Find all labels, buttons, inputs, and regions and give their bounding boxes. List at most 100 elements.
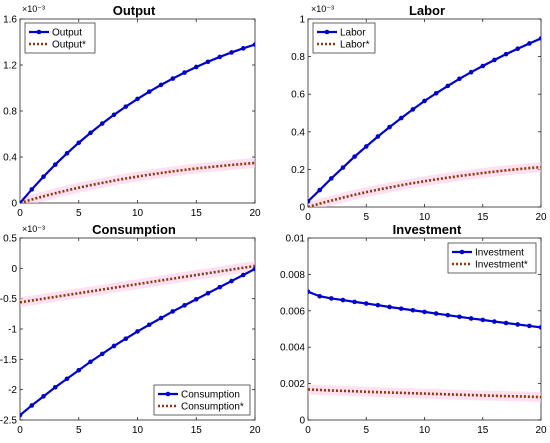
y-tick-label: 0.004 [280,343,305,354]
data-point [329,176,334,181]
exponent-label: ×10⁻³ [22,224,45,234]
y-tick-label: -2 [8,385,17,396]
y-tick-label: 0 [11,264,17,275]
data-point [527,41,532,46]
legend-entry: Labor* [340,40,370,51]
y-tick-label: 0.008 [280,270,305,281]
data-point [76,140,82,146]
chart-labor: Labor ×10⁻³ 0 5 10 15 2000.20.40.60.81LaborL… [291,3,547,223]
data-point [158,82,164,88]
data-point [29,187,35,192]
data-point [240,272,246,278]
data-point [158,315,164,321]
y-tick-label: 0.4 [291,127,305,138]
series-line-star [308,165,541,207]
x-tick-label: 15 [191,208,203,219]
data-point [135,96,140,102]
data-point [480,317,486,323]
legend-marker [324,29,330,35]
data-point [20,412,23,418]
legend-entry: Output* [52,40,86,51]
y-tick-label: 0.4 [3,153,17,164]
x-tick-label: 10 [132,208,144,219]
data-point [217,54,223,60]
data-point [170,309,176,314]
data-point [123,104,129,109]
data-point [240,46,246,51]
y-tick-label: 1 [299,15,305,26]
data-point [193,64,199,70]
data-point [217,284,223,290]
y-tick-label: 0.5 [3,234,17,245]
data-point [317,187,322,193]
confidence-band [20,157,255,203]
data-point [29,403,35,408]
chart-title: Investment [393,222,462,237]
legend-entry: Consumption [181,390,240,401]
data-point [99,121,105,126]
data-point [375,134,381,139]
y-tick-label: 1.2 [3,61,17,72]
chart-output: Output ×10⁻³ 0 5 10 15 20 0 0.4 0.8 1.2 1.6 Output… [3,3,261,219]
x-tick-label: 10 [419,425,431,436]
chart-title: Output [113,3,156,18]
data-point [88,130,93,136]
legend-box [447,242,537,274]
data-point [205,59,211,65]
data-point [308,289,311,294]
data-point [503,51,509,57]
data-point [515,46,520,52]
legend-box [24,22,96,54]
data-point [52,384,58,390]
data-point [252,266,255,272]
y-tick-label: 0.6 [291,90,305,101]
y-tick-label: 0 [299,203,305,214]
legend-box [153,384,251,416]
data-point [41,174,46,179]
chart-title: Consumption [92,222,176,237]
data-point [20,200,23,203]
y-tick-label: 0 [11,199,17,210]
x-tick-label: 15 [477,425,489,436]
x-tick-label: 0 [305,212,311,223]
data-point [123,336,129,342]
data-point [146,89,152,94]
data-point [308,199,311,204]
data-point [64,376,70,382]
exponent-label: ×10⁻³ [311,4,334,14]
x-tick-label: 0 [17,208,23,219]
x-tick-label: 20 [535,425,547,436]
x-tick-label: 5 [76,425,82,436]
x-tick-label: 15 [191,425,203,436]
data-point [88,359,93,365]
x-tick-label: 15 [477,212,489,223]
data-point [340,297,346,303]
legend-entry: Investment* [475,260,528,271]
chart-title: Labor [409,3,445,18]
y-tick-label: -1 [8,325,17,336]
x-tick-label: 20 [535,212,547,223]
x-tick-label: 0 [305,425,311,436]
data-point [135,329,140,334]
confidence-band [20,260,255,308]
data-point [76,367,82,373]
y-tick-label: 0.8 [3,107,17,118]
y-tick-label: -1.5 [0,355,17,366]
legend-marker [459,249,465,255]
data-point [468,316,474,321]
chart-consumption: Consumption ×10⁻³ 0 5 10 15 20 -2.5 -2 -1.5 -1 -0… [0,222,261,436]
data-point [468,69,474,75]
data-point [52,162,58,167]
y-tick-label: 0 [299,416,305,427]
legend-entry: Consumption* [181,402,244,413]
data-point [363,144,369,149]
data-point [352,154,357,159]
y-tick-label: 1.6 [3,15,17,26]
data-point [340,165,346,170]
exponent-label: ×10⁻³ [22,4,45,14]
legend-entry: Labor [340,28,366,39]
y-tick-label: 0.006 [280,306,305,317]
